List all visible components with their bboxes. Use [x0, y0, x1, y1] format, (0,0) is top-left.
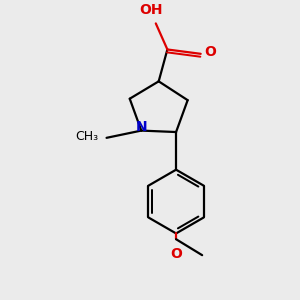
Text: O: O [170, 247, 182, 261]
Text: CH₃: CH₃ [75, 130, 98, 143]
Text: OH: OH [140, 3, 163, 17]
Text: N: N [136, 120, 147, 134]
Text: O: O [204, 45, 216, 59]
